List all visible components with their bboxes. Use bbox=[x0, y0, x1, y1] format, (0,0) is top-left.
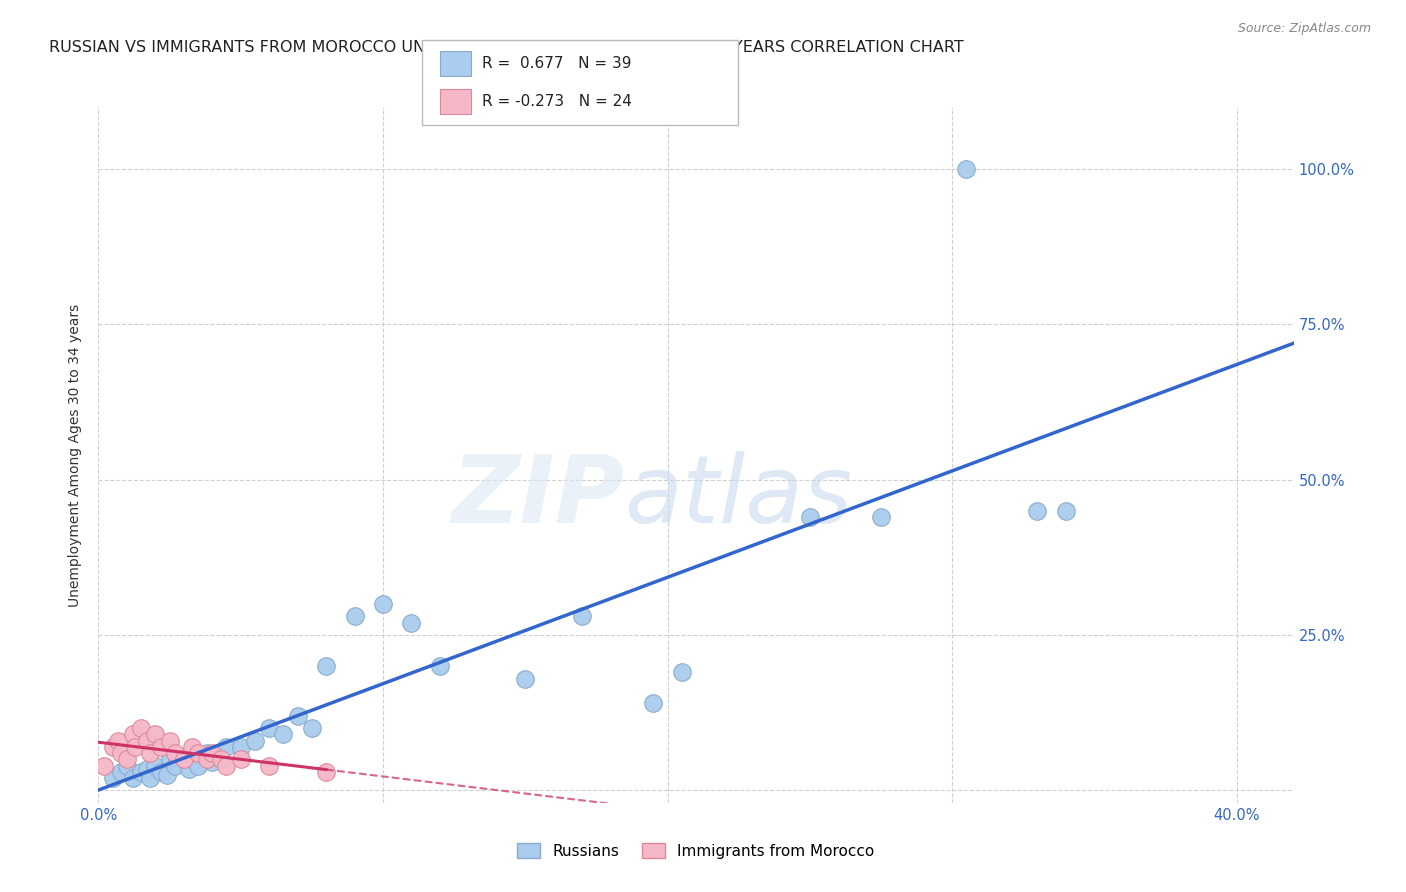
Point bbox=[209, 752, 232, 766]
Point bbox=[257, 721, 280, 735]
Point bbox=[181, 739, 204, 754]
Point bbox=[371, 597, 394, 611]
Point bbox=[135, 762, 157, 776]
Point bbox=[150, 764, 173, 779]
Point bbox=[273, 727, 295, 741]
Point bbox=[173, 752, 195, 766]
Point bbox=[121, 771, 143, 785]
Point bbox=[1054, 504, 1077, 518]
Point bbox=[143, 758, 166, 772]
Point bbox=[1026, 504, 1049, 518]
Point bbox=[201, 756, 224, 770]
Point bbox=[138, 771, 160, 785]
Point bbox=[195, 752, 218, 766]
Point bbox=[159, 752, 181, 766]
Point bbox=[671, 665, 693, 680]
Point bbox=[201, 746, 224, 760]
Point bbox=[107, 733, 129, 747]
Point bbox=[110, 764, 132, 779]
Point bbox=[135, 733, 157, 747]
Point bbox=[187, 746, 209, 760]
Point bbox=[870, 510, 893, 524]
Point bbox=[156, 768, 179, 782]
Point bbox=[187, 758, 209, 772]
Text: RUSSIAN VS IMMIGRANTS FROM MOROCCO UNEMPLOYMENT AMONG AGES 30 TO 34 YEARS CORREL: RUSSIAN VS IMMIGRANTS FROM MOROCCO UNEMP… bbox=[49, 40, 965, 55]
Point bbox=[301, 721, 323, 735]
Point bbox=[101, 771, 124, 785]
Point bbox=[150, 739, 173, 754]
Text: R =  0.677   N = 39: R = 0.677 N = 39 bbox=[482, 56, 631, 71]
Point bbox=[229, 752, 252, 766]
Point bbox=[129, 764, 152, 779]
Text: ZIP: ZIP bbox=[451, 450, 624, 542]
Point bbox=[955, 162, 977, 177]
Point bbox=[115, 758, 138, 772]
Point bbox=[165, 758, 187, 772]
Point bbox=[243, 733, 266, 747]
Point bbox=[429, 659, 451, 673]
Point bbox=[799, 510, 821, 524]
Point bbox=[315, 659, 337, 673]
Point bbox=[287, 708, 309, 723]
Text: Source: ZipAtlas.com: Source: ZipAtlas.com bbox=[1237, 22, 1371, 36]
Point bbox=[124, 739, 146, 754]
Point bbox=[143, 727, 166, 741]
Point bbox=[101, 739, 124, 754]
Point bbox=[207, 749, 229, 764]
Point bbox=[229, 739, 252, 754]
Point bbox=[179, 762, 201, 776]
Point bbox=[215, 758, 238, 772]
Point bbox=[257, 758, 280, 772]
Point bbox=[129, 721, 152, 735]
Legend: Russians, Immigrants from Morocco: Russians, Immigrants from Morocco bbox=[512, 837, 880, 864]
Point bbox=[515, 672, 537, 686]
Point bbox=[165, 746, 187, 760]
Y-axis label: Unemployment Among Ages 30 to 34 years: Unemployment Among Ages 30 to 34 years bbox=[69, 303, 83, 607]
Text: R = -0.273   N = 24: R = -0.273 N = 24 bbox=[482, 94, 633, 109]
Point bbox=[643, 697, 665, 711]
Point bbox=[401, 615, 423, 630]
Point bbox=[173, 752, 195, 766]
Point bbox=[115, 752, 138, 766]
Point bbox=[215, 739, 238, 754]
Point bbox=[343, 609, 366, 624]
Point bbox=[571, 609, 593, 624]
Text: atlas: atlas bbox=[624, 451, 852, 542]
Point bbox=[138, 746, 160, 760]
Point bbox=[159, 733, 181, 747]
Point bbox=[315, 764, 337, 779]
Point bbox=[93, 758, 115, 772]
Point bbox=[121, 727, 143, 741]
Point bbox=[110, 746, 132, 760]
Point bbox=[195, 746, 218, 760]
